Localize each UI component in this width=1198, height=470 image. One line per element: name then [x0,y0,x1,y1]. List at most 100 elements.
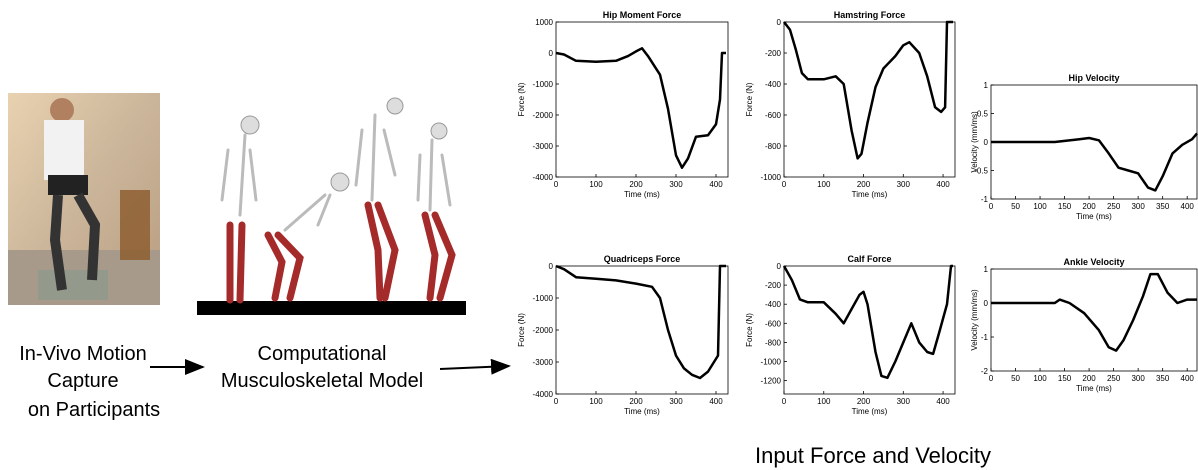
y-tick-label: -3000 [533,142,554,151]
x-tick-label: 100 [817,397,831,406]
x-tick-label: 100 [589,180,603,189]
x-tick-label: 300 [1131,374,1145,383]
x-tick-label: 400 [936,397,950,406]
x-tick-label: 400 [709,397,723,406]
x-tick-label: 400 [709,180,723,189]
y-tick-label: -600 [765,111,782,120]
data-line [555,264,726,380]
y-tick-label: -400 [765,80,782,89]
participant-photo [8,93,160,305]
y-tick-label: -2 [981,367,989,376]
caption: Input Force and Velocity [755,443,991,468]
x-tick-label: 50 [1011,374,1020,383]
y-tick-label: 0 [984,299,989,308]
caption: In-Vivo Motion [19,343,146,365]
x-tick-label: 0 [989,202,994,211]
x-axis-label: Time (ms) [852,407,888,416]
y-tick-label: 0 [984,138,989,147]
y-tick-label: 0 [777,18,782,27]
flow-arrows [150,358,511,375]
x-tick-label: 200 [857,397,871,406]
y-tick-label: -1000 [761,173,782,182]
data-line [782,264,953,380]
caption: Computational [258,343,387,365]
skeleton-models [197,97,466,315]
y-tick-label: -400 [765,300,782,309]
chart-title: Ankle Velocity [1063,257,1124,267]
x-tick-label: 250 [1107,374,1121,383]
y-axis-label: Velocity (mm/ms) [970,111,979,173]
x-tick-label: 150 [1058,202,1072,211]
x-tick-label: 0 [782,180,787,189]
y-axis-label: Force (N) [517,313,526,347]
caption: on Participants [28,399,160,421]
x-tick-label: 200 [629,180,643,189]
x-tick-label: 250 [1107,202,1121,211]
y-tick-label: -1 [981,195,989,204]
x-tick-label: 0 [989,374,994,383]
y-tick-label: -3000 [533,358,554,367]
x-axis-label: Time (ms) [1076,212,1112,221]
x-tick-label: 0 [782,397,787,406]
y-axis-label: Velocity (mm/ms) [970,289,979,351]
plot-frame [783,265,956,395]
y-tick-label: -4000 [533,173,554,182]
y-tick-label: -1000 [533,294,554,303]
y-axis-label: Force (N) [745,313,754,347]
y-axis-label: Force (N) [517,82,526,116]
y-tick-label: 0.5 [977,110,989,119]
y-tick-label: 0 [549,49,554,58]
x-tick-label: 200 [857,180,871,189]
y-tick-label: -600 [765,319,782,328]
x-tick-label: 100 [589,397,603,406]
x-tick-label: 100 [817,180,831,189]
chart-title: Hip Velocity [1068,73,1119,83]
x-tick-label: 0 [554,180,559,189]
chart-title: Hamstring Force [834,10,906,20]
y-tick-label: 1000 [535,18,553,27]
x-tick-label: 300 [1131,202,1145,211]
y-axis-label: Force (N) [745,82,754,116]
x-tick-label: 300 [669,397,683,406]
x-tick-label: 400 [1181,202,1195,211]
y-tick-label: -1000 [761,358,782,367]
y-tick-label: 0 [777,262,782,271]
x-tick-label: 200 [1082,202,1096,211]
plot-frame [783,21,956,178]
data-line [991,132,1198,192]
x-axis-label: Time (ms) [624,190,660,199]
x-tick-label: 0 [554,397,559,406]
x-tick-label: 300 [897,397,911,406]
y-tick-label: -1 [981,333,989,342]
y-tick-label: -2000 [533,111,554,120]
x-tick-label: 400 [936,180,950,189]
x-tick-label: 300 [897,180,911,189]
y-tick-label: -1200 [761,377,782,386]
y-tick-label: -200 [765,49,782,58]
caption: Musculoskeletal Model [221,370,423,392]
y-tick-label: -800 [765,142,782,151]
chart-title: Hip Moment Force [603,10,682,20]
data-line [991,272,1197,352]
data-line [783,20,953,160]
x-tick-label: 300 [669,180,683,189]
y-tick-label: -2000 [533,326,554,335]
y-tick-label: 1 [984,81,989,90]
x-tick-label: 350 [1156,202,1170,211]
x-axis-label: Time (ms) [852,190,888,199]
captions: In-Vivo Motion Capture on Participants C… [19,343,991,468]
chart-title: Quadriceps Force [604,254,681,264]
x-axis-label: Time (ms) [1076,384,1112,393]
y-tick-label: 0 [549,262,554,271]
y-tick-label: 1 [984,265,989,274]
x-tick-label: 400 [1181,374,1195,383]
data-line [555,47,726,169]
plot-frame [990,268,1198,372]
x-tick-label: 100 [1033,202,1047,211]
y-tick-label: -0.5 [974,167,988,176]
x-tick-label: 200 [629,397,643,406]
y-tick-label: -1000 [533,80,554,89]
y-tick-label: -4000 [533,390,554,399]
